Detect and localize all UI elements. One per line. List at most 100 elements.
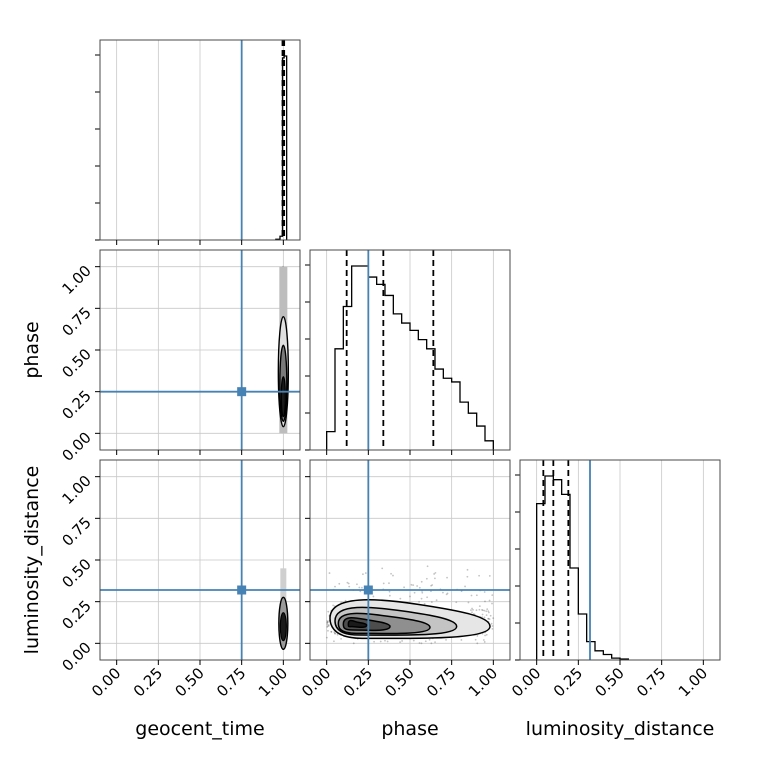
scatter-point — [379, 640, 382, 643]
scatter-point — [481, 613, 484, 616]
scatter-point — [483, 609, 486, 612]
truth-marker — [237, 387, 247, 397]
scatter-point — [467, 601, 470, 604]
scatter-point — [327, 629, 329, 632]
scatter-point — [431, 584, 434, 586]
y-tick-label-3: 0.75 — [58, 303, 94, 339]
scatter-point — [426, 596, 429, 599]
scatter-point — [425, 577, 428, 580]
scatter-point — [416, 585, 419, 587]
scatter-point — [418, 642, 421, 644]
x-axis-label-phase: phase — [381, 718, 438, 740]
scatter-point — [446, 576, 448, 579]
x-tick-label-1: 0.25 — [340, 664, 376, 700]
scatter-point — [332, 604, 335, 607]
scatter-point — [426, 565, 429, 568]
scatter-point — [328, 572, 331, 574]
scatter-point — [390, 572, 392, 575]
scatter-point — [326, 621, 329, 624]
scatter-point — [487, 611, 490, 614]
scatter-point — [412, 584, 415, 587]
scatter-point — [340, 637, 342, 640]
x-tick-label-2: 0.50 — [171, 664, 207, 700]
scatter-point — [326, 620, 329, 622]
scatter-point — [488, 575, 491, 577]
scatter-point — [476, 642, 479, 645]
scatter-point — [358, 586, 361, 589]
scatter-point — [327, 624, 330, 626]
scatter-point — [420, 642, 423, 645]
scatter-point — [399, 597, 402, 600]
scatter-point — [488, 618, 491, 621]
scatter-point — [491, 627, 494, 630]
scatter-point — [482, 639, 485, 641]
histogram-panel-phase — [305, 249, 511, 455]
scatter-panel-geocent_time-phase: 0.00 0.25 0.50 0.75 1.00 — [58, 249, 301, 465]
scatter-point — [478, 574, 481, 577]
scatter-point — [413, 591, 416, 594]
contour-inner — [279, 612, 287, 642]
scatter-point — [483, 591, 486, 593]
x-tick-label-2: 0.50 — [591, 664, 627, 700]
scatter-point — [326, 620, 329, 623]
scatter-point — [475, 594, 478, 597]
panel-content — [277, 265, 290, 434]
scatter-point — [434, 572, 437, 574]
scatter-point — [491, 625, 494, 627]
contour-core — [347, 619, 368, 628]
scatter-point — [344, 599, 347, 602]
truth-marker — [237, 585, 247, 595]
scatter-point — [434, 641, 436, 644]
scatter-point — [481, 609, 484, 612]
scatter-point — [485, 633, 488, 636]
y-axis-label-phase: phase — [21, 321, 43, 378]
scatter-point — [382, 582, 385, 585]
y-tick-label-0: 0.00 — [58, 428, 94, 464]
scatter-point — [356, 583, 358, 586]
scatter-point — [423, 602, 426, 605]
scatter-point — [418, 600, 420, 603]
scatter-point — [399, 641, 402, 644]
scatter-point — [330, 630, 333, 633]
y-tick-label-0: 0.00 — [58, 638, 94, 674]
y-tick-label-2: 0.50 — [58, 345, 94, 381]
scatter-point — [334, 632, 337, 635]
x-tick-label-0: 0.00 — [298, 664, 334, 700]
truth-marker — [363, 585, 373, 595]
scatter-point — [464, 585, 466, 588]
scatter-panel-phase-luminosity_distance: 0.00 0.25 0.50 0.75 1.00 — [298, 459, 511, 700]
x-tick-label-3: 0.75 — [423, 664, 459, 700]
scatter-point — [418, 586, 421, 589]
contour-inner — [280, 376, 286, 418]
scatter-point — [336, 633, 339, 636]
scatter-point — [490, 622, 493, 625]
scatter-point — [327, 610, 330, 613]
scatter-point — [421, 591, 424, 594]
scatter-point — [338, 582, 341, 585]
panels-layer: 0.00 0.25 0.50 0.75 1.000.000.250.500.751.00… — [58, 39, 721, 700]
x-tick-label-0: 0.00 — [508, 664, 544, 700]
scatter-point — [410, 583, 413, 586]
scatter-point — [446, 592, 449, 595]
scatter-point — [485, 610, 488, 613]
scatter-point — [403, 586, 405, 589]
scatter-point — [430, 584, 433, 587]
x-tick-label-2: 0.50 — [381, 664, 417, 700]
scatter-point — [401, 640, 403, 642]
scatter-point — [326, 625, 329, 627]
scatter-point — [433, 573, 436, 575]
scatter-point — [388, 590, 391, 593]
scatter-point — [471, 611, 473, 614]
x-tick-label-4: 1.00 — [465, 664, 501, 700]
scatter-point — [487, 610, 490, 613]
scatter-point — [470, 594, 473, 597]
scatter-point — [470, 609, 472, 612]
scatter-point — [334, 585, 336, 588]
scatter-point — [471, 607, 473, 610]
histogram-step-phase — [326, 265, 494, 450]
x-tick-label-3: 0.75 — [213, 664, 249, 700]
scatter-point — [373, 640, 375, 643]
histogram-step-geocent_time — [275, 55, 288, 240]
scatter-point — [483, 641, 486, 643]
